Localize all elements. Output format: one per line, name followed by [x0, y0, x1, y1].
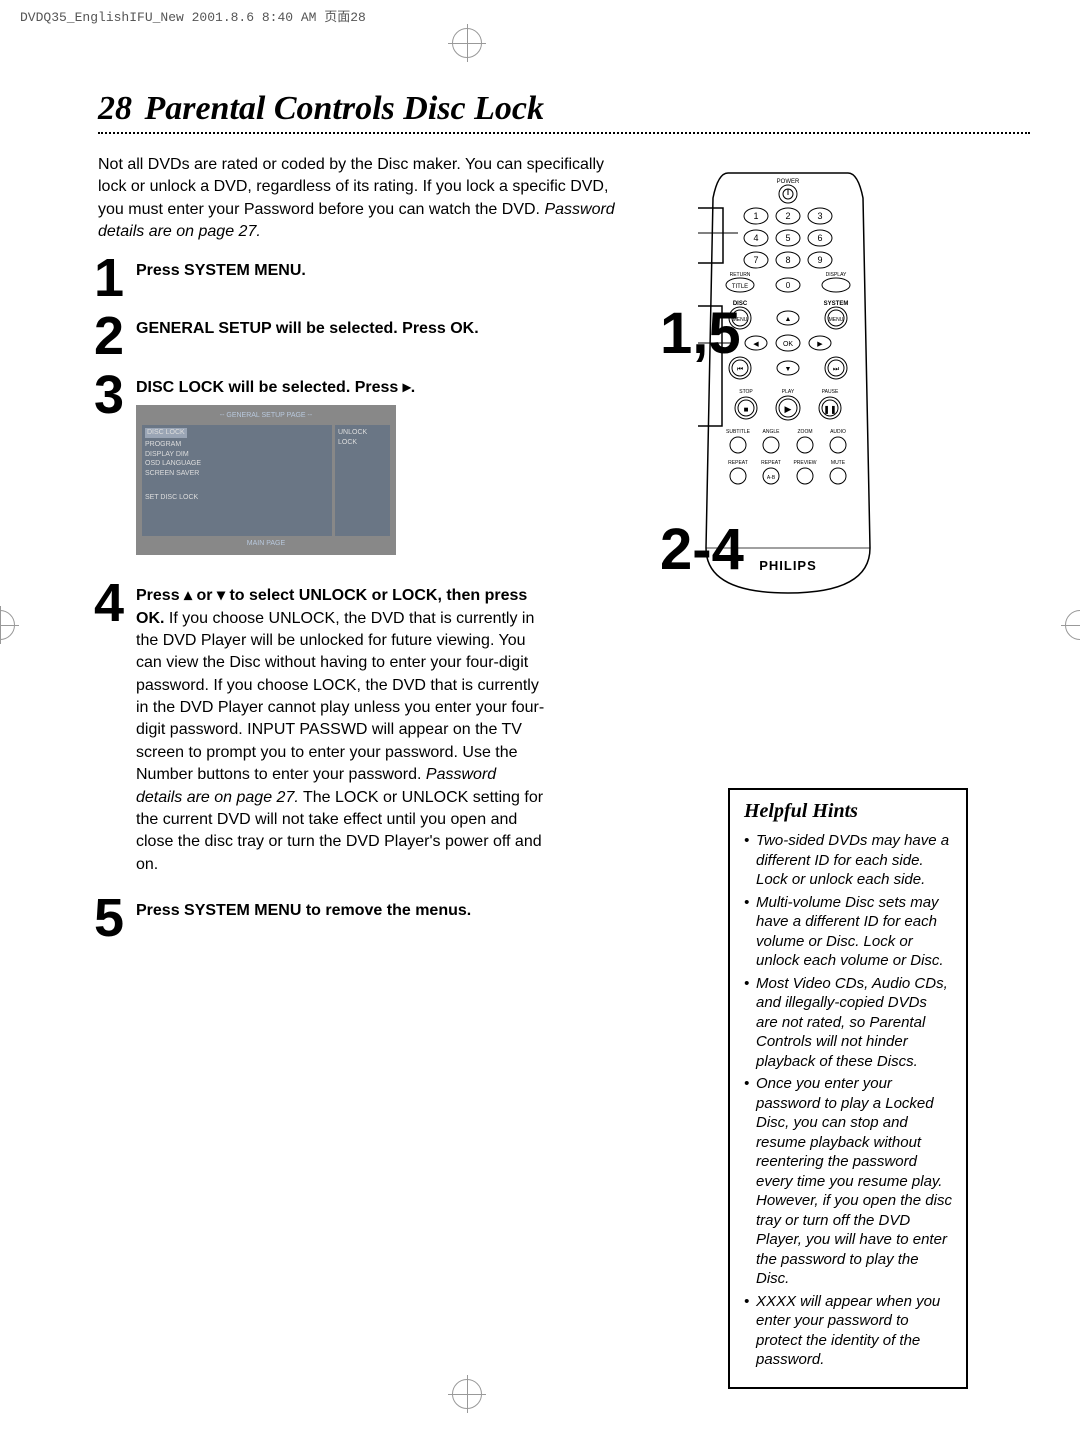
- svg-text:6: 6: [817, 233, 822, 243]
- svg-text:9: 9: [817, 255, 822, 265]
- step-number: 3: [94, 371, 136, 420]
- svg-text:REPEAT: REPEAT: [728, 460, 748, 466]
- step-text: Press SYSTEM MENU.: [136, 262, 306, 279]
- svg-text:STOP: STOP: [739, 389, 753, 395]
- registration-mark: [452, 1379, 482, 1409]
- svg-text:0: 0: [786, 281, 791, 290]
- svg-text:⏮: ⏮: [737, 366, 743, 373]
- callout-15: 1,5: [660, 300, 741, 367]
- registration-mark: [452, 28, 482, 58]
- svg-text:PAUSE: PAUSE: [822, 389, 839, 395]
- svg-text:8: 8: [785, 255, 790, 265]
- svg-text:5: 5: [785, 233, 790, 243]
- svg-text:7: 7: [753, 255, 758, 265]
- remote-illustration: 1,5 2-4 POWER 1 2 3 4 5 6 7 8 9 RETURN D…: [698, 168, 968, 603]
- svg-text:4: 4: [753, 233, 758, 243]
- hints-list: Two-sided DVDs may have a different ID f…: [744, 831, 952, 1370]
- svg-text:MUTE: MUTE: [831, 460, 846, 466]
- hint-item: Most Video CDs, Audio CDs, and illegally…: [744, 974, 952, 1072]
- svg-text:▶: ▶: [817, 341, 823, 348]
- hint-item: Two-sided DVDs may have a different ID f…: [744, 831, 952, 890]
- hint-item: Multi-volume Disc sets may have a differ…: [744, 893, 952, 971]
- intro-body: Not all DVDs are rated or coded by the D…: [98, 156, 608, 218]
- svg-text:1: 1: [753, 211, 758, 221]
- hint-item: XXXX will appear when you enter your pas…: [744, 1292, 952, 1370]
- svg-text:AUDIO: AUDIO: [830, 429, 846, 435]
- svg-text:PREVIEW: PREVIEW: [793, 460, 816, 466]
- svg-text:▶: ▶: [785, 404, 792, 414]
- step-number: 2: [94, 312, 136, 361]
- step-number: 4: [94, 579, 136, 628]
- step-number: 1: [94, 254, 136, 303]
- svg-text:■: ■: [744, 405, 749, 414]
- svg-text:⏭: ⏭: [833, 366, 840, 373]
- svg-text:RETURN: RETURN: [730, 272, 751, 278]
- page-title: Parental Controls Disc Lock: [144, 90, 544, 128]
- svg-text:OK: OK: [783, 341, 793, 348]
- svg-text:◀: ◀: [753, 341, 759, 348]
- callout-24: 2-4: [660, 516, 744, 583]
- hints-box: Helpful Hints Two-sided DVDs may have a …: [728, 788, 968, 1389]
- svg-text:TITLE: TITLE: [732, 284, 748, 290]
- svg-text:ANGLE: ANGLE: [763, 429, 781, 435]
- arrow-icon: ▸.: [403, 379, 415, 396]
- svg-text:PHILIPS: PHILIPS: [759, 558, 817, 573]
- menu-screenshot: -- GENERAL SETUP PAGE -- DISC LOCK PROGR…: [136, 405, 396, 555]
- step-text: GENERAL SETUP will be selected. Press OK…: [136, 320, 479, 337]
- document-header: DVDQ35_EnglishIFU_New 2001.8.6 8:40 AM 页…: [20, 6, 366, 25]
- svg-text:▼: ▼: [785, 366, 792, 373]
- svg-text:ZOOM: ZOOM: [798, 429, 813, 435]
- registration-mark: [0, 610, 15, 640]
- page-number: 28: [98, 90, 132, 128]
- svg-text:3: 3: [817, 211, 822, 221]
- svg-text:REPEAT: REPEAT: [761, 460, 781, 466]
- svg-text:DISPLAY: DISPLAY: [826, 272, 847, 278]
- svg-text:A-B: A-B: [767, 475, 776, 481]
- svg-text:POWER: POWER: [777, 179, 800, 185]
- svg-text:❚❚: ❚❚: [823, 405, 836, 414]
- hint-item: Once you enter your password to play a L…: [744, 1074, 952, 1289]
- divider: [98, 132, 1030, 134]
- intro-text: Not all DVDs are rated or coded by the D…: [98, 154, 618, 244]
- step-text: Press SYSTEM MENU to remove the menus.: [136, 902, 471, 919]
- svg-text:SUBTITLE: SUBTITLE: [726, 429, 751, 435]
- registration-mark: [1065, 610, 1080, 640]
- svg-text:▲: ▲: [785, 316, 792, 323]
- step-text: If you choose UNLOCK, the DVD that is cu…: [136, 610, 544, 784]
- step-text: DISC LOCK will be selected. Press: [136, 379, 403, 396]
- svg-text:SYSTEM: SYSTEM: [824, 301, 849, 307]
- hints-title: Helpful Hints: [744, 800, 952, 823]
- svg-text:PLAY: PLAY: [782, 389, 795, 395]
- svg-text:2: 2: [785, 211, 790, 221]
- step-number: 5: [94, 894, 136, 943]
- svg-text:MENU: MENU: [829, 317, 844, 323]
